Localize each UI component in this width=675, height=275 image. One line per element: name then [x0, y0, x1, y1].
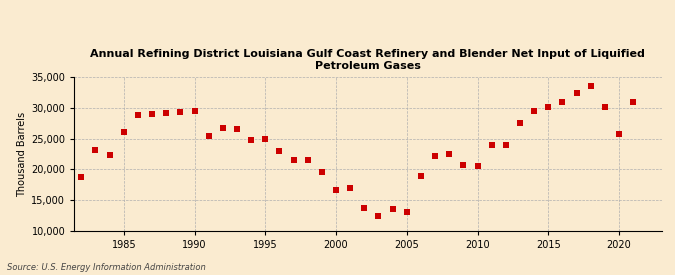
Point: [288, 158, 299, 162]
Point: [599, 104, 610, 109]
Y-axis label: Thousand Barrels: Thousand Barrels: [17, 111, 27, 197]
Point: [345, 186, 356, 190]
Point: [472, 164, 483, 168]
Point: [146, 112, 157, 116]
Point: [373, 213, 384, 218]
Point: [387, 207, 398, 212]
Point: [246, 138, 256, 142]
Point: [614, 132, 624, 136]
Point: [260, 136, 271, 141]
Text: Source: U.S. Energy Information Administration: Source: U.S. Energy Information Administ…: [7, 263, 205, 272]
Point: [331, 188, 342, 192]
Point: [402, 210, 412, 214]
Point: [416, 173, 427, 178]
Point: [529, 109, 539, 114]
Point: [189, 109, 200, 114]
Point: [203, 133, 214, 138]
Point: [118, 130, 129, 135]
Point: [302, 158, 313, 162]
Point: [557, 100, 568, 104]
Point: [161, 111, 171, 115]
Point: [76, 175, 86, 179]
Point: [514, 120, 525, 125]
Point: [90, 147, 101, 152]
Point: [232, 127, 242, 131]
Point: [543, 105, 554, 109]
Point: [317, 170, 327, 175]
Point: [430, 154, 441, 158]
Point: [500, 142, 511, 147]
Point: [458, 163, 469, 167]
Point: [132, 113, 143, 117]
Point: [585, 84, 596, 89]
Point: [104, 153, 115, 157]
Point: [217, 125, 228, 130]
Point: [274, 149, 285, 153]
Point: [444, 152, 455, 156]
Point: [175, 110, 186, 114]
Point: [571, 91, 582, 95]
Point: [628, 100, 639, 104]
Point: [359, 206, 370, 210]
Point: [486, 143, 497, 148]
Title: Annual Refining District Louisiana Gulf Coast Refinery and Blender Net Input of : Annual Refining District Louisiana Gulf …: [90, 49, 645, 71]
Point: [62, 160, 73, 164]
